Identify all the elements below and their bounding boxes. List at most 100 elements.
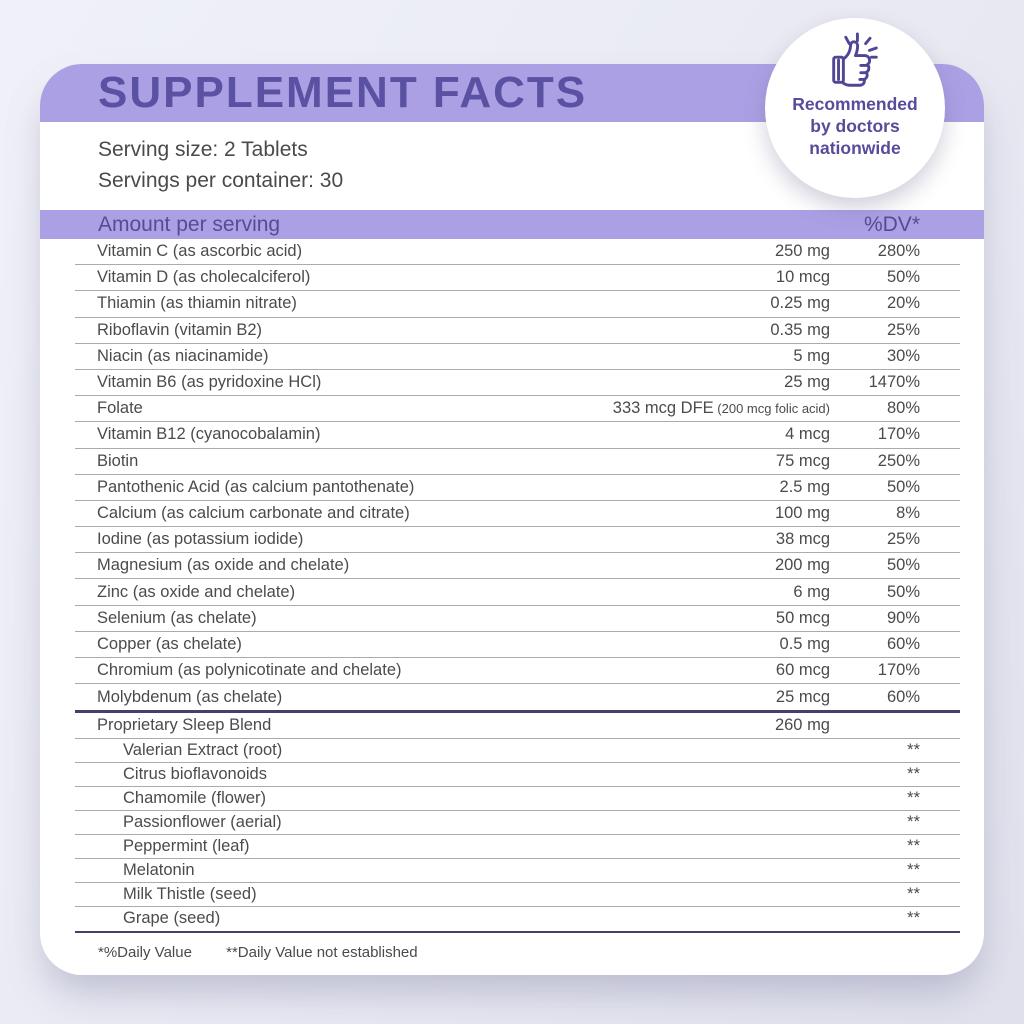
serving-size: Serving size: 2 Tablets [98,138,308,161]
badge-text-line: Recommended [792,94,918,114]
nutrient-amount: 333 mcg DFE (200 mcg folic acid) [612,399,830,418]
nutrient-amount: 25 mg [784,373,830,392]
nutrient-dv: ** [907,812,920,831]
nutrient-name: Vitamin C (as ascorbic acid) [97,242,303,261]
table-row: Peppermint (leaf) ** [75,835,960,859]
nutrient-name: Chamomile (flower) [123,788,267,807]
nutrient-dv: 80% [886,399,920,418]
table-row: Valerian Extract (root) ** [75,739,960,763]
nutrient-amount: 4 mcg [785,425,830,444]
blend-name: Proprietary Sleep Blend [97,715,272,734]
nutrient-name: Citrus bioflavonoids [123,764,267,783]
blend-amount: 260 mg [774,715,830,734]
amount-per-serving-label: Amount per serving [98,212,281,236]
table-header: Amount per serving %DV* [40,210,984,239]
nutrient-amount: 5 mg [793,346,830,365]
table-row: Iodine (as potassium iodide) 38 mcg 25% [75,527,960,554]
nutrient-dv: ** [907,740,920,759]
nutrient-name: Valerian Extract (root) [123,740,283,759]
nutrient-name: Zinc (as oxide and chelate) [97,582,296,601]
page-title: SUPPLEMENT FACTS [98,68,588,117]
dv-footnote: *%Daily Value [98,944,192,961]
nutrient-amount: 38 mcg [775,530,830,549]
nutrient-name: Grape (seed) [123,909,221,928]
table-row: Selenium (as chelate) 50 mcg 90% [75,606,960,632]
nutrient-dv: 50% [886,556,920,575]
table-row: Proprietary Sleep Blend 260 mg [75,713,960,739]
table-row: Pantothenic Acid (as calcium pantothenat… [75,475,960,501]
nutrient-name: Calcium (as calcium carbonate and citrat… [97,503,410,522]
nutrient-name: Biotin [97,451,139,470]
table-row: Chamomile (flower) ** [75,787,960,811]
badge-text-line: nationwide [809,138,901,158]
nutrient-name: Passionflower (aerial) [123,812,282,831]
not-established-footnote: **Daily Value not established [226,944,418,961]
nutrient-amount: 2.5 mg [779,477,830,496]
nutrient-name: Magnesium (as oxide and chelate) [97,556,350,575]
serving-info: Serving size: 2 Tablets Servings per con… [98,134,343,196]
section-divider [75,710,960,713]
nutrient-name: Melatonin [123,860,195,879]
nutrient-dv: ** [907,860,920,879]
nutrient-dv: 8% [896,503,920,522]
nutrient-dv: 90% [886,608,920,627]
table-row: Thiamin (as thiamin nitrate) 0.25 mg 20% [75,291,960,318]
nutrient-amount: 10 mcg [775,268,830,287]
nutrient-amount: 0.25 mg [770,294,830,313]
dv-column-label: %DV* [863,212,920,236]
table-row: Niacin (as niacinamide) 5 mg 30% [75,344,960,370]
nutrient-dv: 30% [886,346,920,365]
nutrient-amount: 0.5 mg [779,634,830,653]
nutrient-dv: ** [907,764,920,783]
table-row: Biotin 75 mcg 250% [75,449,960,475]
table-row: Vitamin D (as cholecalciferol) 10 mcg 50% [75,265,960,292]
nutrient-amount-note: (200 mcg folic acid) [713,401,830,417]
nutrient-name: Peppermint (leaf) [123,836,250,855]
nutrient-amount: 0.35 mg [770,320,830,339]
nutrient-dv: 170% [877,661,920,680]
nutrient-amount: 50 mcg [775,608,830,627]
nutrient-name: Folate [97,399,143,418]
table-row: Grape (seed) ** [75,907,960,931]
nutrient-amount: 75 mcg [775,451,830,470]
table-row: Copper (as chelate) 0.5 mg 60% [75,632,960,658]
nutrient-dv: 20% [886,294,920,313]
table-row: Milk Thistle (seed) ** [75,883,960,907]
table-row: Vitamin C (as ascorbic acid) 250 mg 280% [75,239,960,266]
nutrient-amount: 6 mg [793,582,830,601]
nutrient-name: Chromium (as polynicotinate and chelate) [97,661,402,680]
nutrient-dv: 25% [886,530,920,549]
table-row: Molybdenum (as chelate) 25 mcg 60% [75,684,960,710]
table-row: Passionflower (aerial) ** [75,811,960,835]
table-row: Folate 333 mcg DFE (200 mcg folic acid) 80… [75,396,960,423]
table-row: Magnesium (as oxide and chelate) 200 mg 50… [75,553,960,580]
supplement-facts-card: SUPPLEMENT FACTS Serving size: 2 Tablets… [40,64,984,975]
nutrient-dv: 50% [886,582,920,601]
nutrient-dv: 60% [886,687,920,706]
nutrient-amount: 60 mcg [775,661,830,680]
nutrient-name: Iodine (as potassium iodide) [97,530,304,549]
nutrient-amount: 100 mg [774,503,830,522]
facts-table: Vitamin C (as ascorbic acid) 250 mg 280% Vi… [75,239,960,934]
badge-text-line: by doctors [810,116,900,136]
table-row: Melatonin ** [75,859,960,883]
table-row: Riboflavin (vitamin B2) 0.35 mg 25% [75,318,960,344]
nutrient-dv: ** [907,788,920,807]
nutrient-name: Selenium (as chelate) [97,608,257,627]
nutrient-amount: 250 mg [774,242,830,261]
nutrient-dv: 1470% [868,373,920,392]
nutrient-name: Milk Thistle (seed) [123,884,257,903]
table-row: Zinc (as oxide and chelate) 6 mg 50% [75,579,960,606]
nutrient-dv: 60% [886,634,920,653]
footnotes: *%Daily Value **Daily Value not establis… [98,944,448,961]
nutrient-amount: 200 mg [774,556,830,575]
thumbs-up-icon [832,32,878,87]
table-row: Citrus bioflavonoids ** [75,763,960,787]
nutrient-dv: ** [907,836,920,855]
doctor-recommendation-badge: Recommended by doctors nationwide [765,18,945,198]
nutrient-name: Thiamin (as thiamin nitrate) [97,294,297,313]
nutrient-name: Molybdenum (as chelate) [97,687,283,706]
table-end-divider [75,930,960,934]
table-row: Chromium (as polynicotinate and chelate)… [75,658,960,685]
nutrient-name: Copper (as chelate) [97,634,242,653]
